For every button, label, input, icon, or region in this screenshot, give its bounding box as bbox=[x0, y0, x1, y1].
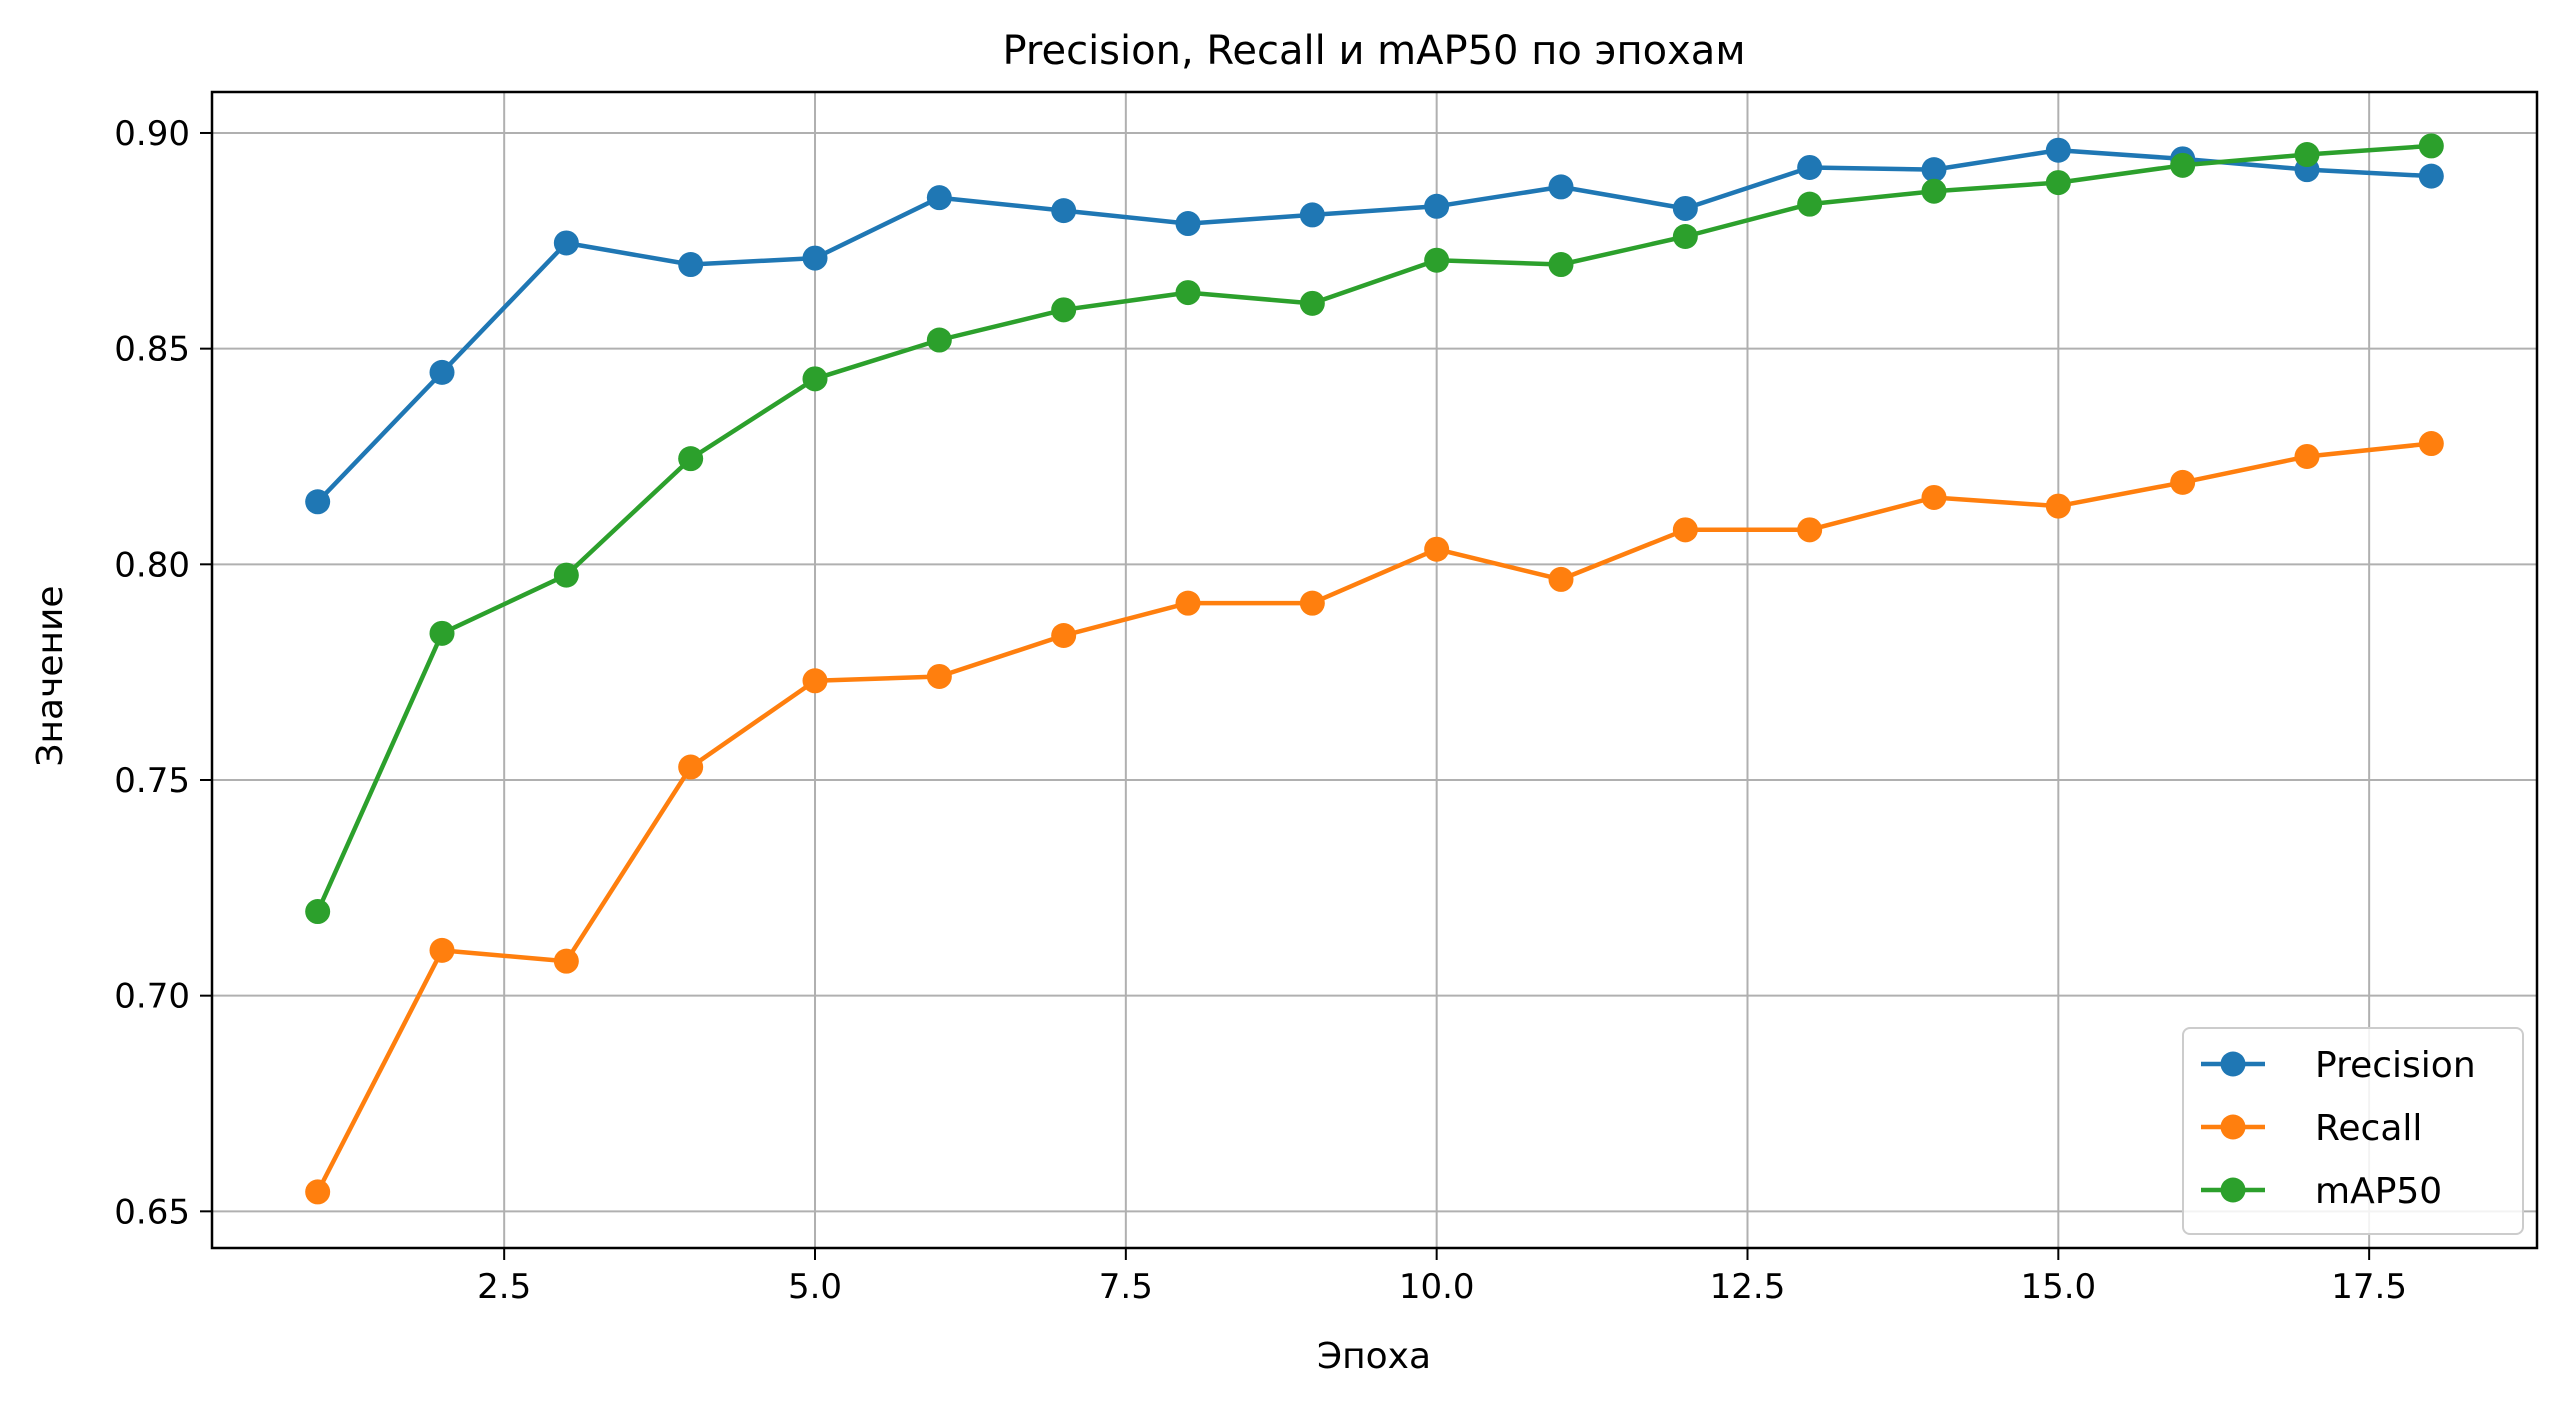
data-point-recall bbox=[2045, 493, 2071, 519]
chart-title: Precision, Recall и mAP50 по эпохам bbox=[1002, 28, 1745, 74]
data-point-map50 bbox=[1051, 297, 1077, 323]
series-line-map50 bbox=[315, 143, 2432, 913]
y-tick-label: 0.85 bbox=[114, 330, 190, 370]
x-tick-label: 12.5 bbox=[1710, 1267, 1786, 1307]
data-point-precision bbox=[1921, 157, 1947, 183]
x-tick-label: 10.0 bbox=[1399, 1267, 1475, 1307]
data-point-precision bbox=[1424, 193, 1450, 219]
data-point-map50 bbox=[1424, 247, 1450, 273]
series-precision bbox=[305, 137, 2444, 515]
legend-marker-map50 bbox=[2220, 1177, 2246, 1203]
data-point-recall bbox=[429, 937, 455, 963]
y-tick-label: 0.75 bbox=[114, 761, 190, 801]
legend-label-precision: Precision bbox=[2315, 1045, 2476, 1086]
series-map50 bbox=[305, 133, 2444, 925]
data-point-precision bbox=[1299, 202, 1325, 228]
plot-area-frame bbox=[210, 90, 2539, 1250]
data-point-map50 bbox=[2418, 133, 2444, 159]
x-axis-label: Эпоха bbox=[1317, 1336, 1431, 1377]
data-point-precision bbox=[429, 359, 455, 385]
data-point-recall bbox=[1424, 536, 1450, 562]
y-tick-label: 0.80 bbox=[114, 545, 190, 585]
x-tick-label: 2.5 bbox=[477, 1267, 531, 1307]
data-point-precision bbox=[1672, 195, 1698, 221]
data-point-precision bbox=[678, 252, 704, 278]
y-axis-label: Значение bbox=[30, 585, 71, 766]
data-point-map50 bbox=[2294, 142, 2320, 168]
data-point-map50 bbox=[926, 327, 952, 353]
y-tick-label: 0.65 bbox=[114, 1192, 190, 1232]
data-point-map50 bbox=[2045, 170, 2071, 196]
data-point-precision bbox=[802, 245, 828, 271]
data-point-precision bbox=[2418, 163, 2444, 189]
legend-box bbox=[2182, 1027, 2524, 1235]
legend: Precision Recall mAP50 bbox=[2182, 1027, 2524, 1235]
data-point-map50 bbox=[678, 446, 704, 472]
legend-marker-precision bbox=[2220, 1051, 2246, 1077]
data-point-recall bbox=[2170, 469, 2196, 495]
x-tick-label: 5.0 bbox=[788, 1267, 842, 1307]
data-point-map50 bbox=[429, 620, 455, 646]
data-point-recall bbox=[305, 1179, 331, 1205]
data-point-map50 bbox=[1299, 290, 1325, 316]
y-tick-label: 0.70 bbox=[114, 977, 190, 1017]
data-point-recall bbox=[1051, 622, 1077, 648]
legend-label-recall: Recall bbox=[2315, 1108, 2422, 1149]
x-tick-label: 7.5 bbox=[1099, 1267, 1153, 1307]
data-point-map50 bbox=[1672, 224, 1698, 249]
legend-marker-recall bbox=[2220, 1114, 2246, 1140]
data-point-precision bbox=[2045, 137, 2071, 163]
legend-label-map50: mAP50 bbox=[2315, 1171, 2442, 1212]
data-point-recall bbox=[2294, 443, 2320, 469]
y-tick-label: 0.90 bbox=[114, 114, 190, 154]
data-point-precision bbox=[1548, 174, 1574, 200]
data-point-recall bbox=[1299, 590, 1325, 616]
data-point-map50 bbox=[1175, 280, 1201, 306]
data-point-precision bbox=[1051, 198, 1077, 224]
x-tick-label: 15.0 bbox=[2020, 1267, 2096, 1307]
data-point-recall bbox=[1797, 517, 1823, 543]
data-point-recall bbox=[1175, 590, 1201, 616]
data-point-precision bbox=[1797, 154, 1823, 180]
data-point-precision bbox=[1175, 211, 1201, 237]
data-point-recall bbox=[1548, 566, 1574, 592]
grid-lines bbox=[212, 92, 2537, 1248]
data-point-map50 bbox=[1797, 191, 1823, 217]
data-point-recall bbox=[926, 663, 952, 689]
data-point-map50 bbox=[802, 366, 828, 392]
data-point-precision bbox=[305, 489, 331, 515]
data-point-recall bbox=[553, 948, 579, 974]
data-point-map50 bbox=[1921, 178, 1947, 204]
data-point-map50 bbox=[1548, 252, 1574, 278]
x-tick-label: 17.5 bbox=[2331, 1267, 2407, 1307]
series-line-recall bbox=[315, 441, 2432, 1193]
series-layer bbox=[305, 133, 2444, 1205]
data-point-recall bbox=[1672, 517, 1698, 543]
data-point-precision bbox=[553, 230, 579, 256]
series-recall bbox=[305, 431, 2444, 1205]
axis-ticks: 2.5 5.0 7.5 10.0 12.5 15.0 17.5 0.65 0.70 0.75 0.8… bbox=[114, 114, 2407, 1307]
series-line-precision bbox=[316, 147, 2432, 504]
data-point-map50 bbox=[553, 562, 579, 588]
data-point-map50 bbox=[2170, 152, 2196, 178]
data-point-recall bbox=[1921, 484, 1947, 510]
data-point-precision bbox=[926, 185, 952, 211]
data-point-recall bbox=[2418, 431, 2444, 457]
data-point-map50 bbox=[305, 899, 331, 925]
data-point-recall bbox=[802, 668, 828, 694]
data-point-recall bbox=[678, 754, 704, 780]
